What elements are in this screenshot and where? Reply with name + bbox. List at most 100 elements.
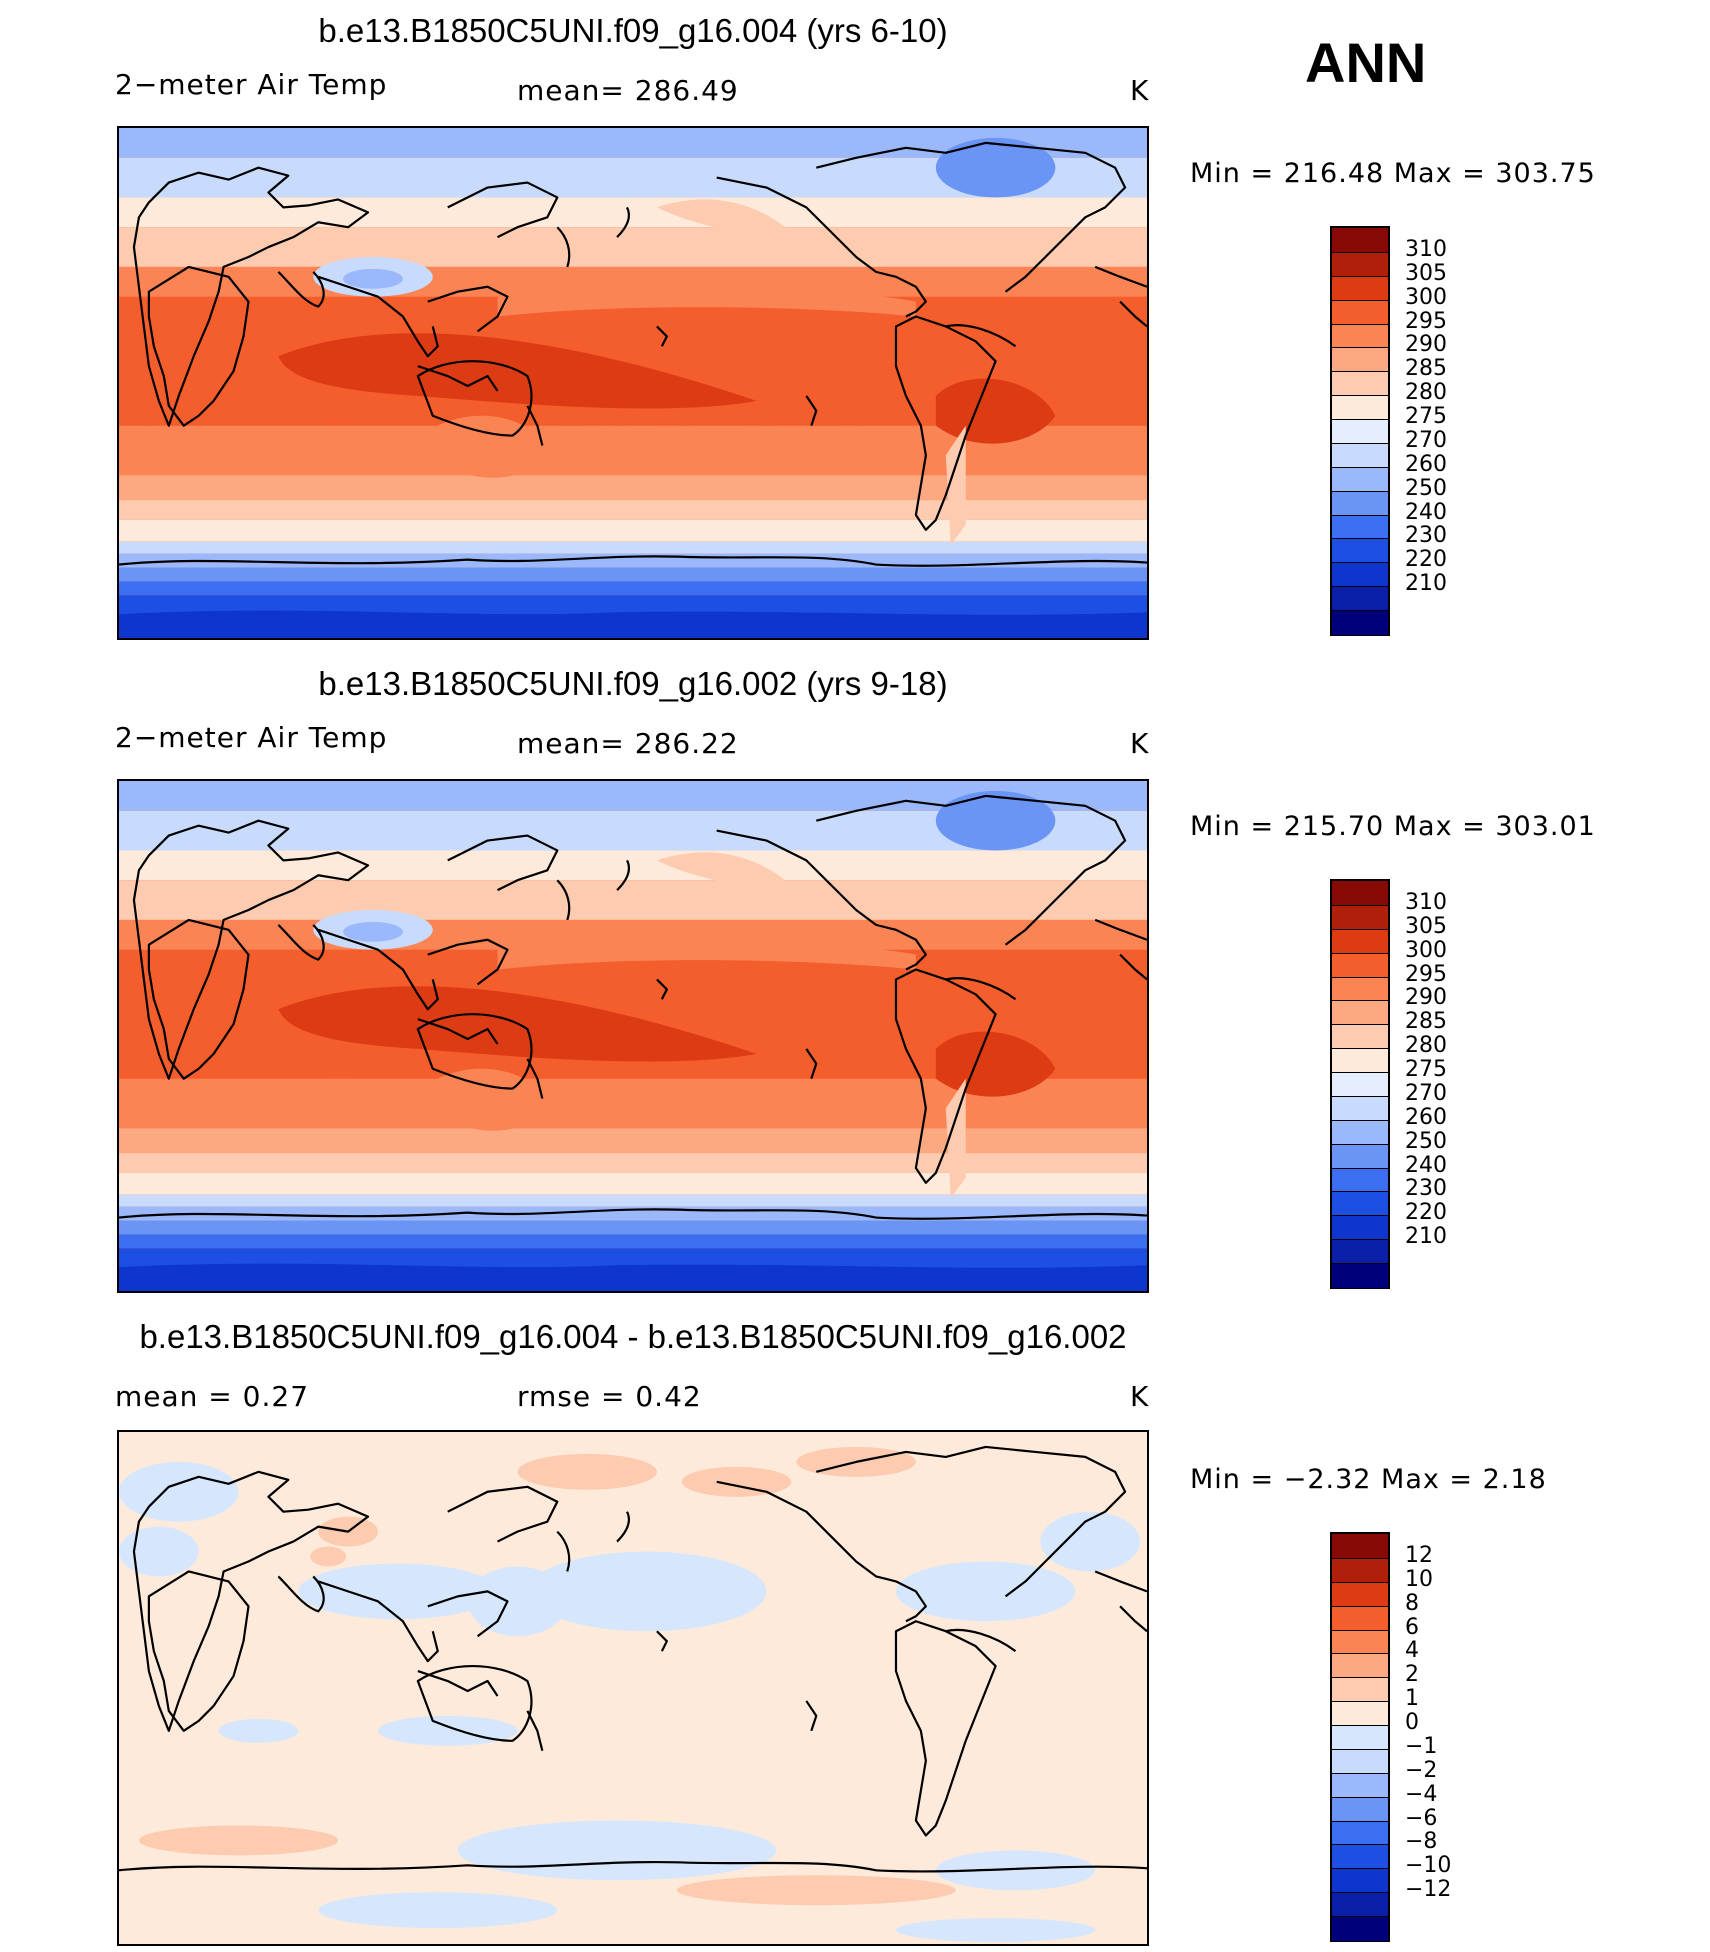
colorbar-swatch <box>1332 1892 1388 1918</box>
panel3-colorbar <box>1330 1532 1390 1942</box>
colorbar-swatch <box>1332 1629 1388 1655</box>
panel3-map <box>117 1430 1149 1946</box>
panel3-map-svg <box>119 1432 1147 1944</box>
colorbar-swatch <box>1332 371 1388 397</box>
colorbar-tick-label: 300 <box>1405 284 1447 310</box>
panel2-min-max: Min = 215.70 Max = 303.01 <box>1190 811 1596 842</box>
panel2-units-label: K <box>1130 727 1150 760</box>
colorbar-tick-label: 250 <box>1405 475 1447 501</box>
colorbar-swatch <box>1332 1916 1388 1941</box>
colorbar-tick-label: 210 <box>1405 1224 1447 1250</box>
colorbar-swatch <box>1332 1048 1388 1074</box>
colorbar-tick-label: 310 <box>1405 889 1447 915</box>
panel1-title: b.e13.B1850C5UNI.f09_g16.004 (yrs 6-10) <box>318 12 948 49</box>
colorbar-swatch <box>1332 538 1388 564</box>
colorbar-tick-label: 210 <box>1405 571 1447 597</box>
colorbar-tick-label: 285 <box>1405 356 1447 382</box>
panel1-temperature-field <box>119 128 1147 638</box>
colorbar-tick-label: −10 <box>1405 1853 1452 1879</box>
panel1-min-max: Min = 216.48 Max = 303.75 <box>1190 158 1596 189</box>
colorbar-tick-label: 6 <box>1405 1614 1419 1640</box>
colorbar-swatch <box>1332 952 1388 978</box>
panel1-map-svg <box>119 128 1147 638</box>
panel3-rmse-label: rmse = 0.42 <box>517 1380 702 1413</box>
colorbar-swatch <box>1332 514 1388 540</box>
colorbar-swatch <box>1332 347 1388 373</box>
colorbar-tick-label: 220 <box>1405 547 1447 573</box>
colorbar-tick-label: 280 <box>1405 380 1447 406</box>
colorbar-tick-label: 230 <box>1405 1176 1447 1202</box>
colorbar-tick-label: 0 <box>1405 1710 1419 1736</box>
colorbar-tick-label: −4 <box>1405 1781 1438 1807</box>
colorbar-tick-label: 4 <box>1405 1638 1419 1664</box>
panel2-mean-label: mean= 286.22 <box>517 727 739 760</box>
colorbar-swatch <box>1332 251 1388 277</box>
panel1-coastlines <box>119 141 1147 567</box>
colorbar-swatch <box>1332 323 1388 349</box>
colorbar-swatch <box>1332 1072 1388 1097</box>
panel1-variable-label: 2−meter Air Temp <box>115 68 388 101</box>
colorbar-swatch <box>1332 1748 1388 1774</box>
colorbar-swatch <box>1332 1215 1388 1241</box>
colorbar-swatch <box>1332 1239 1388 1265</box>
colorbar-swatch <box>1332 1653 1388 1679</box>
colorbar-tick-label: 305 <box>1405 913 1447 939</box>
colorbar-swatch <box>1332 881 1388 905</box>
panel2-coastlines <box>119 794 1147 1220</box>
colorbar-swatch <box>1332 275 1388 301</box>
colorbar-swatch <box>1332 1701 1388 1727</box>
colorbar-swatch <box>1332 1796 1388 1822</box>
colorbar-tick-label: 1 <box>1405 1686 1419 1712</box>
colorbar-tick-label: −1 <box>1405 1733 1438 1759</box>
colorbar-tick-label: 280 <box>1405 1033 1447 1059</box>
colorbar-swatch <box>1332 1557 1388 1583</box>
panel1-mean-label: mean= 286.49 <box>517 74 739 107</box>
colorbar-swatch <box>1332 1820 1388 1846</box>
colorbar-swatch <box>1332 1534 1388 1558</box>
colorbar-swatch <box>1332 1725 1388 1750</box>
panel3-coastlines <box>119 1445 1147 1873</box>
colorbar-tick-label: 230 <box>1405 523 1447 549</box>
colorbar-tick-label: 12 <box>1405 1542 1433 1568</box>
panel3-units-label: K <box>1130 1380 1150 1413</box>
panel1-map <box>117 126 1149 640</box>
colorbar-tick-label: 250 <box>1405 1128 1447 1154</box>
colorbar-tick-label: −8 <box>1405 1829 1438 1855</box>
colorbar-tick-label: 290 <box>1405 985 1447 1011</box>
colorbar-swatch <box>1332 299 1388 325</box>
colorbar-swatch <box>1332 928 1388 954</box>
colorbar-swatch <box>1332 1772 1388 1798</box>
colorbar-swatch <box>1332 442 1388 468</box>
colorbar-tick-label: 8 <box>1405 1590 1419 1616</box>
colorbar-tick-label: 260 <box>1405 1104 1447 1130</box>
colorbar-swatch <box>1332 562 1388 588</box>
colorbar-tick-label: 270 <box>1405 427 1447 453</box>
colorbar-swatch <box>1332 1024 1388 1050</box>
colorbar-swatch <box>1332 395 1388 421</box>
colorbar-tick-label: 275 <box>1405 1057 1447 1083</box>
panel3-title: b.e13.B1850C5UNI.f09_g16.004 - b.e13.B18… <box>139 1318 1127 1355</box>
panel2-map-svg <box>119 781 1147 1291</box>
colorbar-swatch <box>1332 610 1388 635</box>
colorbar-tick-label: −6 <box>1405 1805 1438 1831</box>
colorbar-tick-label: −12 <box>1405 1877 1452 1903</box>
panel3-min-max: Min = −2.32 Max = 2.18 <box>1190 1464 1547 1495</box>
colorbar-swatch <box>1332 1263 1388 1288</box>
colorbar-swatch <box>1332 466 1388 492</box>
panel1-colorbar <box>1330 226 1390 636</box>
colorbar-tick-label: 2 <box>1405 1662 1419 1688</box>
colorbar-tick-label: 285 <box>1405 1009 1447 1035</box>
colorbar-swatch <box>1332 976 1388 1002</box>
colorbar-swatch <box>1332 904 1388 930</box>
panel1-units-label: K <box>1130 74 1150 107</box>
colorbar-tick-label: 290 <box>1405 332 1447 358</box>
colorbar-swatch <box>1332 586 1388 612</box>
colorbar-tick-label: −2 <box>1405 1757 1438 1783</box>
colorbar-tick-label: 220 <box>1405 1200 1447 1226</box>
panel2-title: b.e13.B1850C5UNI.f09_g16.002 (yrs 9-18) <box>318 665 948 702</box>
colorbar-swatch <box>1332 490 1388 516</box>
colorbar-swatch <box>1332 1167 1388 1193</box>
colorbar-swatch <box>1332 1677 1388 1703</box>
colorbar-swatch <box>1332 1095 1388 1121</box>
colorbar-swatch <box>1332 1844 1388 1870</box>
